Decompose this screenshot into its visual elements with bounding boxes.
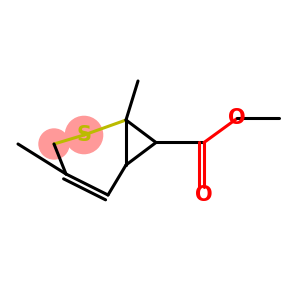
Text: S: S <box>76 125 92 145</box>
Circle shape <box>65 116 103 154</box>
Text: O: O <box>228 109 246 128</box>
Text: O: O <box>195 185 213 205</box>
Circle shape <box>39 129 69 159</box>
